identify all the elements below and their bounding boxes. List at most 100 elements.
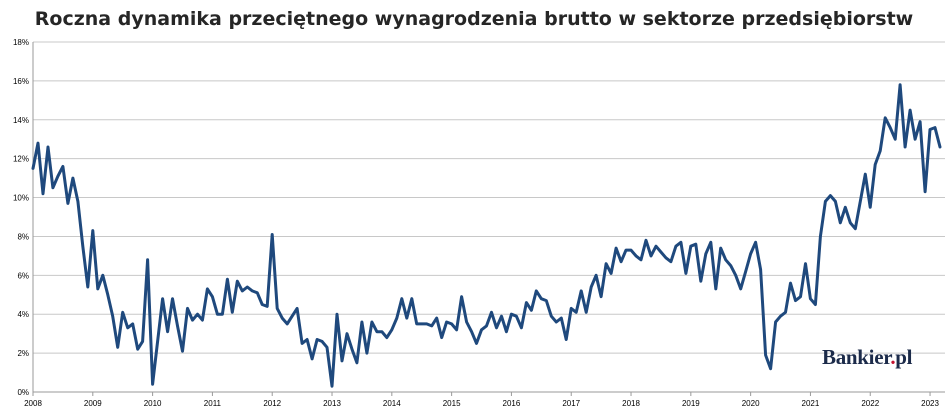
data-point bbox=[555, 321, 558, 323]
y-tick-label: 8% bbox=[17, 232, 29, 241]
data-point bbox=[47, 146, 49, 148]
chart-title: Roczna dynamika przeciętnego wynagrodzen… bbox=[34, 8, 914, 30]
data-point bbox=[375, 330, 378, 333]
data-point bbox=[360, 321, 363, 323]
x-tick-label: 2020 bbox=[742, 399, 760, 408]
data-point bbox=[206, 287, 209, 290]
logo-brand: Bankier bbox=[822, 345, 891, 369]
data-point bbox=[316, 338, 319, 341]
data-point bbox=[704, 252, 707, 255]
data-point bbox=[161, 297, 164, 300]
data-point bbox=[924, 190, 927, 193]
data-point bbox=[251, 289, 254, 292]
data-point bbox=[136, 348, 139, 351]
data-point bbox=[37, 142, 39, 145]
data-point bbox=[590, 286, 593, 288]
data-point bbox=[919, 120, 922, 123]
data-point bbox=[470, 330, 473, 333]
series-layer bbox=[31, 83, 942, 388]
data-point bbox=[929, 128, 931, 131]
data-point bbox=[211, 295, 214, 298]
data-point bbox=[804, 262, 807, 265]
data-point bbox=[201, 319, 204, 322]
data-point bbox=[874, 163, 877, 166]
data-point bbox=[370, 321, 373, 323]
data-point bbox=[126, 326, 129, 329]
data-point bbox=[540, 297, 543, 300]
data-point bbox=[181, 350, 184, 353]
data-point bbox=[490, 311, 493, 314]
data-point bbox=[724, 258, 727, 261]
data-point bbox=[764, 354, 767, 357]
data-point bbox=[42, 192, 44, 195]
data-point bbox=[689, 245, 692, 248]
data-point bbox=[121, 311, 124, 314]
data-point bbox=[530, 309, 533, 312]
y-tick-label: 4% bbox=[17, 310, 29, 319]
data-point bbox=[580, 289, 583, 292]
data-point bbox=[101, 274, 104, 277]
x-tick-label: 2022 bbox=[861, 399, 879, 408]
data-point bbox=[32, 167, 34, 170]
data-point bbox=[450, 322, 453, 325]
data-point bbox=[196, 313, 199, 316]
data-point bbox=[535, 289, 538, 292]
data-point bbox=[640, 258, 642, 261]
data-point bbox=[351, 348, 353, 351]
data-point bbox=[664, 256, 667, 259]
data-point bbox=[714, 287, 717, 290]
x-tick-label: 2018 bbox=[622, 399, 640, 408]
x-tick-label: 2009 bbox=[84, 399, 102, 408]
data-point bbox=[560, 317, 563, 320]
data-point bbox=[405, 317, 408, 320]
data-point bbox=[909, 109, 912, 112]
data-point bbox=[306, 338, 309, 341]
data-point bbox=[859, 200, 862, 203]
data-point bbox=[904, 146, 907, 148]
data-point bbox=[76, 200, 79, 203]
data-point bbox=[595, 274, 598, 277]
data-point bbox=[864, 173, 867, 176]
data-point bbox=[261, 303, 264, 306]
data-point bbox=[171, 297, 174, 300]
data-point bbox=[774, 321, 777, 323]
data-point bbox=[545, 299, 548, 302]
data-point bbox=[709, 241, 712, 244]
data-point bbox=[500, 315, 503, 318]
data-point bbox=[400, 297, 403, 300]
data-point bbox=[694, 243, 697, 246]
data-point bbox=[236, 280, 239, 283]
data-point bbox=[440, 336, 443, 339]
y-tick-label: 10% bbox=[13, 194, 29, 203]
data-point bbox=[365, 352, 368, 355]
x-tick-labels: 2008 2009 2010 2011 2012 2013 2014 2015 2016 2017… bbox=[24, 399, 939, 408]
data-point bbox=[111, 315, 114, 318]
data-point bbox=[321, 340, 323, 343]
data-point bbox=[495, 326, 498, 329]
data-point bbox=[789, 282, 792, 285]
data-point bbox=[415, 322, 418, 325]
data-point bbox=[301, 342, 304, 345]
y-tick-label: 16% bbox=[13, 77, 29, 86]
data-point bbox=[600, 295, 603, 298]
x-tick-label: 2008 bbox=[24, 399, 42, 408]
data-point bbox=[779, 315, 782, 318]
data-point bbox=[166, 330, 169, 333]
data-point bbox=[734, 274, 737, 277]
data-point bbox=[276, 307, 279, 310]
data-point bbox=[939, 146, 941, 148]
data-point bbox=[141, 340, 144, 343]
data-point bbox=[435, 317, 438, 320]
data-point bbox=[615, 247, 618, 250]
data-point bbox=[914, 138, 917, 141]
data-point bbox=[61, 165, 64, 168]
data-point bbox=[176, 324, 179, 327]
data-point bbox=[620, 260, 623, 263]
y-tick-labels: 0% 2% 4% 6% 8% 10% 12% 14% 16% 18% bbox=[13, 38, 29, 397]
y-tick-label: 18% bbox=[13, 38, 29, 47]
y-tick-label: 6% bbox=[17, 271, 29, 280]
data-point bbox=[71, 177, 74, 180]
series-line bbox=[31, 83, 942, 388]
data-point bbox=[879, 149, 882, 152]
data-point bbox=[630, 249, 632, 252]
